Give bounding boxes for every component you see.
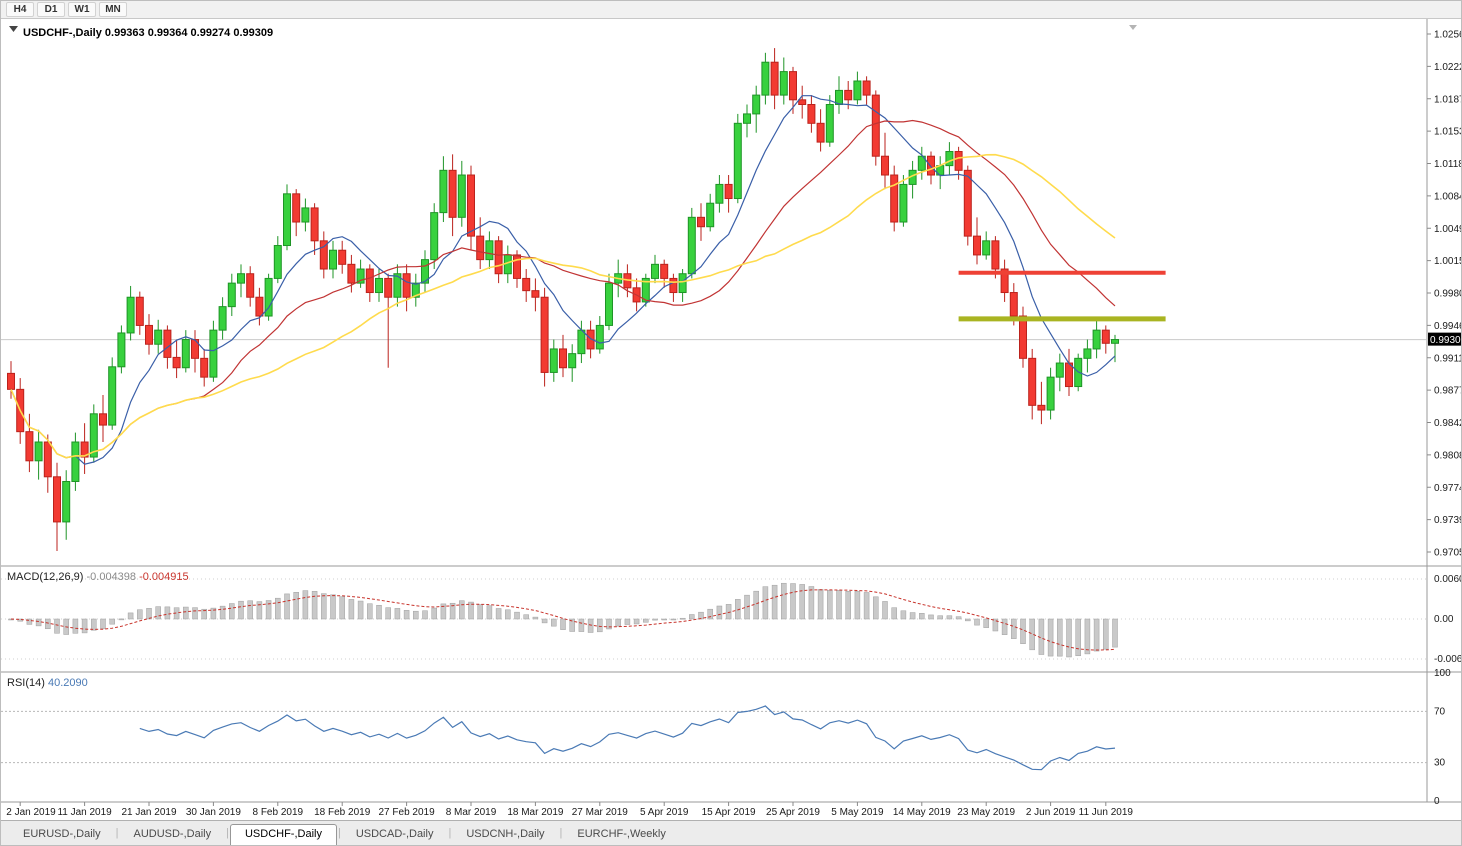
svg-text:21 Jan 2019: 21 Jan 2019 [121,807,176,818]
rsi-label: RSI(14) 40.2090 [7,677,88,689]
svg-text:100: 100 [1434,668,1451,679]
svg-text:0.98420: 0.98420 [1434,418,1462,429]
tab-separator: | [337,827,341,839]
ma-fast-line [10,95,1116,465]
timeframe-button-w1[interactable]: W1 [68,2,96,17]
svg-text:0.97050: 0.97050 [1434,548,1462,559]
timeframe-button-h4[interactable]: H4 [6,2,34,17]
price-scale[interactable]: 1.02560 1.02220 1.01870 1.01530 1.01180 1.008… [1427,30,1462,559]
svg-text:USDCHF-,Daily 0.99363 0.99364: USDCHF-,Daily 0.99363 0.99364 0.99274 0.… [23,27,273,39]
svg-text:14 May 2019: 14 May 2019 [893,807,951,818]
tab-audusd-daily[interactable]: AUDUSD-,Daily [133,828,212,840]
svg-text:1.00840: 1.00840 [1434,191,1462,202]
svg-text:1.01870: 1.01870 [1434,94,1462,105]
tab-separator: | [226,827,229,839]
tab-usdcnh-daily[interactable]: USDCNH-,Daily [466,828,545,840]
svg-text:0.97390: 0.97390 [1434,515,1462,526]
svg-text:1.00490: 1.00490 [1434,224,1462,235]
symbol-dropdown-icon[interactable] [9,26,18,32]
svg-text:27 Feb 2019: 27 Feb 2019 [379,807,436,818]
timeframe-button-mn[interactable]: MN [99,2,127,17]
svg-text:15 Apr 2019: 15 Apr 2019 [702,807,756,818]
svg-text:23 May 2019: 23 May 2019 [957,807,1015,818]
svg-text:1.02220: 1.02220 [1434,62,1462,73]
svg-text:0.99309: 0.99309 [1430,335,1462,346]
svg-text:25 Apr 2019: 25 Apr 2019 [766,807,820,818]
chart-title: USDCHF-,Daily 0.99363 0.99364 0.99274 0.… [9,25,1137,39]
tab-eurusd-daily[interactable]: EURUSD-,Daily [23,828,101,840]
svg-text:5 Apr 2019: 5 Apr 2019 [640,807,689,818]
time-axis[interactable]: 2 Jan 2019 11 Jan 2019 21 Jan 2019 30 Jan 2… [6,802,1133,818]
svg-text:1.02560: 1.02560 [1434,30,1462,41]
tab-usdcad-daily[interactable]: USDCAD-,Daily [355,828,434,840]
svg-text:0.98080: 0.98080 [1434,450,1462,461]
svg-text:0.97740: 0.97740 [1434,483,1462,494]
svg-text:-0.006096: -0.006096 [1434,654,1462,665]
svg-text:1.01180: 1.01180 [1434,159,1462,170]
chart-shift-marker [1129,25,1137,30]
ma-slow-line [10,153,1116,459]
svg-text:30 Jan 2019: 30 Jan 2019 [186,807,241,818]
rsi-line [139,705,1116,771]
svg-text:0.99460: 0.99460 [1434,321,1462,332]
svg-text:0.99110: 0.99110 [1434,353,1462,364]
svg-text:8 Feb 2019: 8 Feb 2019 [252,807,303,818]
svg-text:2 Jan 2019: 2 Jan 2019 [6,807,56,818]
rsi-pane: RSI(14) 40.2090 100 70 30 0 [1,668,1451,807]
svg-text:27 Mar 2019: 27 Mar 2019 [572,807,629,818]
svg-text:18 Mar 2019: 18 Mar 2019 [507,807,564,818]
svg-text:0: 0 [1434,796,1440,807]
tab-separator: | [448,827,452,839]
svg-text:5 May 2019: 5 May 2019 [831,807,884,818]
macd-label: MACD(12,26,9) -0.004398 -0.004915 [7,571,189,583]
tab-eurchf-weekly[interactable]: EURCHF-,Weekly [577,828,666,840]
pane-separators [1,19,1461,803]
svg-text:1.01530: 1.01530 [1434,127,1462,138]
svg-text:0.006058: 0.006058 [1434,574,1462,585]
svg-text:11 Jan 2019: 11 Jan 2019 [57,807,112,818]
svg-text:8 Mar 2019: 8 Mar 2019 [446,807,497,818]
svg-text:11 Jun 2019: 11 Jun 2019 [1079,807,1134,818]
tab-usdchf-daily[interactable]: USDCHF-,Daily [229,824,337,845]
macd-pane: MACD(12,26,9) -0.004398 -0.004915 0.00605… [1,571,1462,665]
bid-price-badge: 0.99309 [1428,332,1462,346]
svg-text:70: 70 [1434,706,1446,717]
macd-signal-line [10,589,1116,651]
svg-text:0.98770: 0.98770 [1434,386,1462,397]
svg-text:0.99800: 0.99800 [1434,289,1462,300]
timeframe-button-d1[interactable]: D1 [37,2,65,17]
candlestick-series [7,48,1119,552]
svg-text:0.00: 0.00 [1434,614,1454,625]
svg-text:18 Feb 2019: 18 Feb 2019 [314,807,371,818]
timeframe-toolbar: H4 D1 W1 MN [1,1,1461,19]
chart-tabs: EURUSD-,Daily | AUDUSD-,Daily | USDCHF-,Dail… [1,820,1461,845]
svg-text:2 Jun 2019: 2 Jun 2019 [1026,807,1076,818]
svg-text:1.00150: 1.00150 [1434,256,1462,267]
chart-canvas[interactable]: 1.02560 1.02220 1.01870 1.01530 1.01180 1.008… [1,19,1462,822]
svg-text:30: 30 [1434,758,1446,769]
tab-separator: | [559,827,563,839]
tab-separator: | [115,827,119,839]
